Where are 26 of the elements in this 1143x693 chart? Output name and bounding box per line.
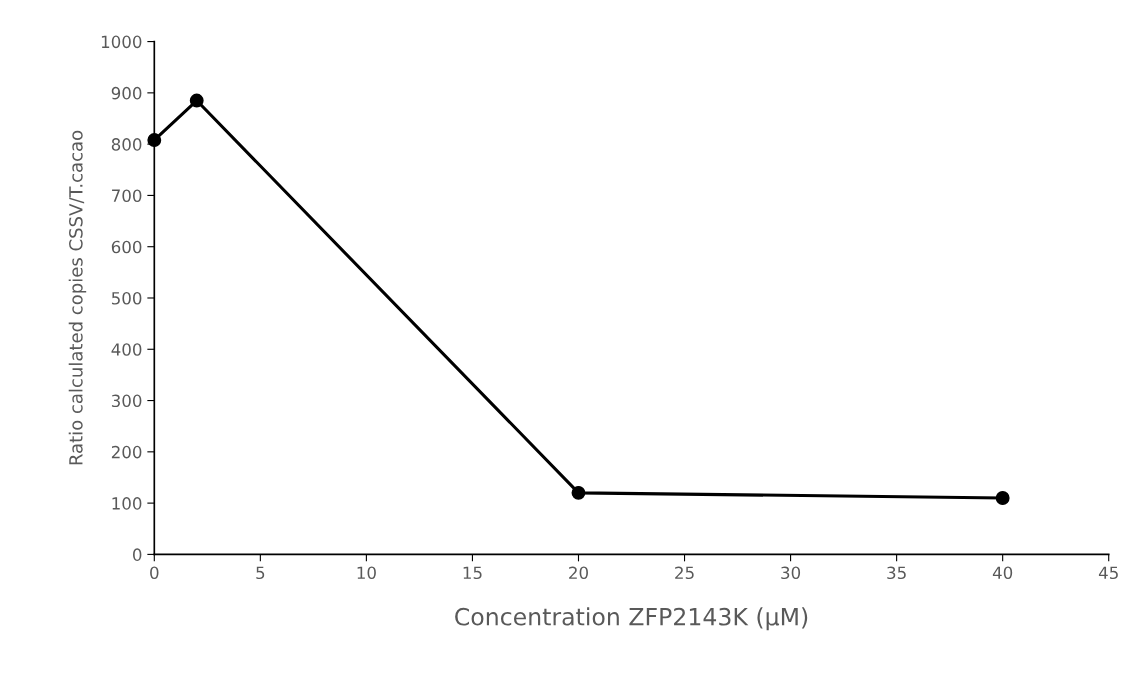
y-tick-label: 800	[111, 138, 142, 151]
point	[995, 491, 1010, 505]
y-tick-label: 100	[112, 497, 142, 510]
point	[189, 93, 204, 108]
x-axis-title: Concentration ZFP2143K (µM)	[455, 607, 808, 631]
y-tick-label: 1000	[101, 35, 142, 49]
y-tick-label: 0	[132, 548, 142, 561]
x-tick-label: 25	[675, 566, 694, 580]
x-tick-label: 20	[569, 566, 588, 580]
y-tick-label: 500	[111, 291, 142, 305]
x-tick-label: 35	[887, 566, 906, 580]
x-tick-label: 10	[357, 566, 376, 580]
y-axis-title: Ratio calculated copies CSSV/T.cacao	[68, 130, 87, 465]
y-tick-label: 300	[111, 394, 142, 408]
y-tick-label: 600	[111, 240, 142, 254]
y-tick-label: 200	[111, 445, 142, 459]
x-tick-label: 45	[1098, 566, 1118, 580]
x-tick-label: 30	[781, 566, 801, 580]
y-tick-label: 400	[111, 343, 142, 356]
point	[571, 485, 586, 500]
y-tick-label: 700	[112, 189, 142, 202]
x-tick-label: 40	[992, 566, 1013, 580]
y-tick-label: 900	[111, 86, 142, 100]
x-tick-label: 0	[150, 566, 159, 580]
x-tick-label: 15	[463, 566, 482, 580]
x-tick-label: 5	[256, 566, 265, 580]
